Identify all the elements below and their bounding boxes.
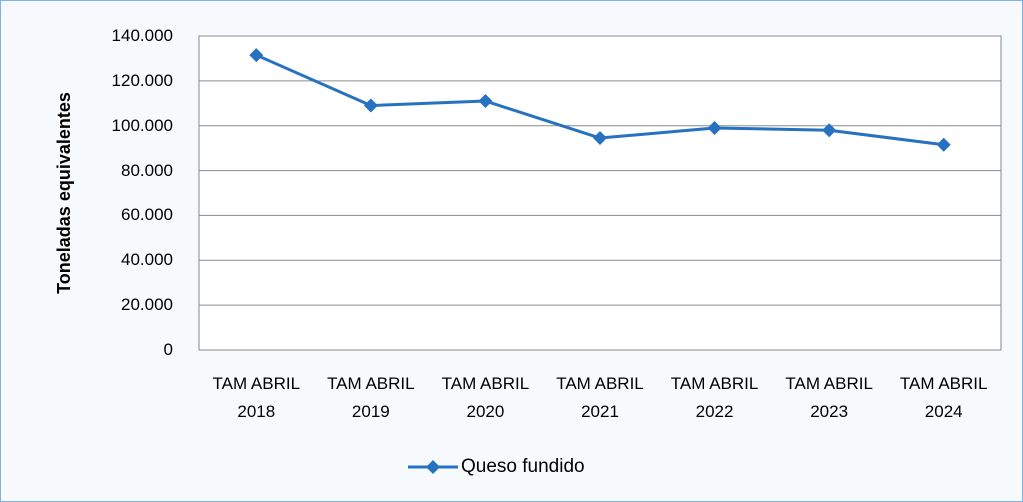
y-tick-label: 140.000: [111, 26, 173, 45]
data-point: [707, 120, 722, 135]
data-point: [593, 131, 607, 146]
x-tick-label: TAM ABRIL 2018: [212, 374, 301, 421]
data-point: [249, 48, 264, 63]
legend-marker: [426, 460, 440, 474]
data-point: [822, 123, 837, 138]
y-tick-label: 100.000: [111, 115, 173, 135]
x-tick-label: TAM ABRIL 2019: [327, 374, 415, 421]
x-tick-label: TAM ABRIL 2021: [556, 374, 644, 421]
x-tick-label: TAM ABRIL 2023: [785, 374, 873, 421]
y-tick-label: 40.000: [121, 250, 173, 270]
y-tick-label: 80.000: [121, 160, 173, 180]
y-tick-label: 60.000: [121, 205, 173, 225]
x-tick-label: TAM ABRIL 2024: [899, 374, 988, 421]
legend-label: Queso fundido: [461, 456, 585, 477]
x-tick-label: TAM ABRIL 2022: [670, 374, 759, 421]
data-point: [478, 94, 493, 109]
y-tick-label: 20.000: [121, 295, 173, 315]
data-point: [363, 98, 378, 113]
x-tick-label: TAM ABRIL 2020: [441, 374, 530, 421]
y-tick-label: 120.000: [111, 70, 173, 90]
y-tick-label: 0: [163, 340, 173, 359]
data-point: [936, 137, 951, 152]
